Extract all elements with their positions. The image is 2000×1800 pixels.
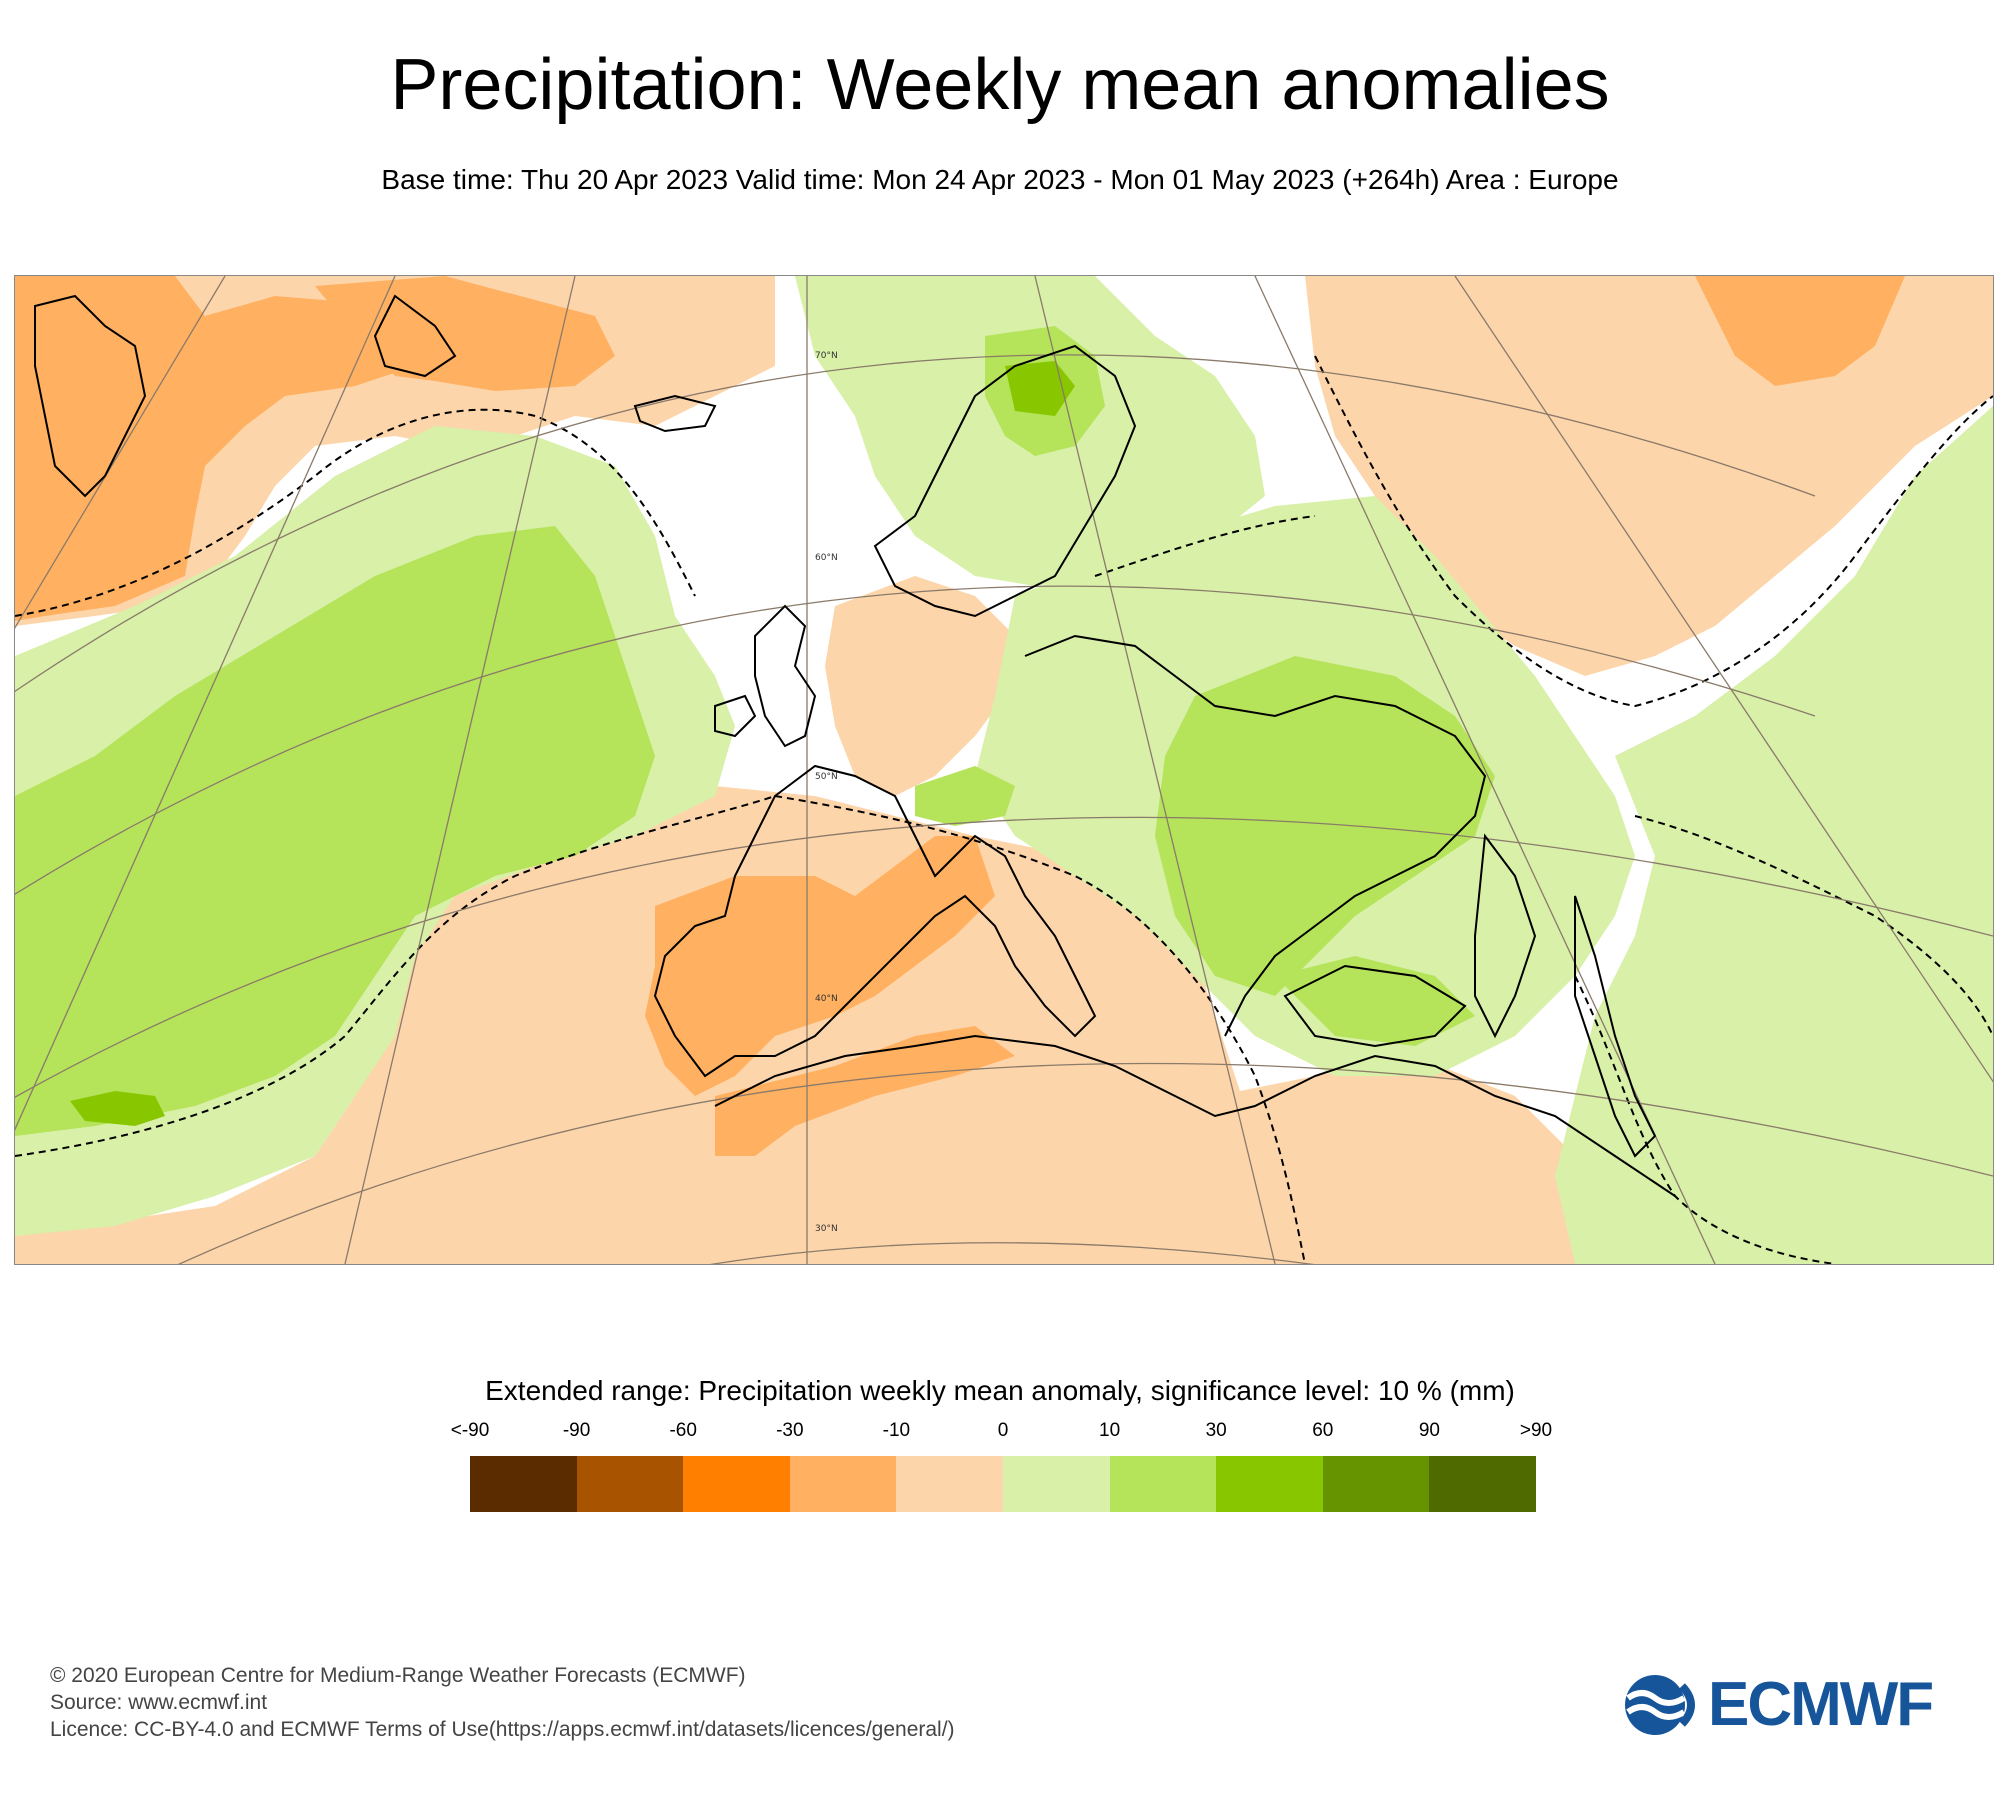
lat-label-70: 70°N	[815, 351, 838, 361]
lat-label-30: 30°N	[815, 1224, 838, 1234]
anomaly-region-atlantic-strong-wet	[15, 526, 655, 1136]
ecmwf-waves-icon	[1625, 1675, 1695, 1735]
legend-tick-label: -60	[669, 1420, 697, 1441]
footer: © 2020 European Centre for Medium-Range …	[50, 1662, 955, 1743]
legend-tick-label: -90	[562, 1420, 591, 1441]
coastlines	[34, 294, 1676, 1197]
anomaly-region-lapland-very-wet	[1005, 361, 1075, 416]
page-title: Precipitation: Weekly mean anomalies	[390, 45, 1610, 125]
anomaly-region-alps-wet	[915, 766, 1015, 826]
legend-ticks: <-90 -90 -60 -30 -10 0 10 30 60 90 >90	[0, 1420, 2000, 1444]
footer-source: Source: www.ecmwf.int	[50, 1691, 268, 1714]
legend-tick-label: 30	[1205, 1420, 1227, 1441]
legend-swatch	[576, 1456, 684, 1512]
ecmwf-logo-text: ECMWF	[1708, 1670, 1934, 1739]
legend-swatch	[1002, 1456, 1110, 1512]
legend-title: Extended range: Precipitation weekly mea…	[485, 1375, 1515, 1406]
legend-swatch	[896, 1456, 1003, 1512]
anomaly-region-azores-very-wet	[70, 1091, 165, 1126]
legend-tick-label: 60	[1312, 1420, 1334, 1441]
legend-tick-label: -10	[882, 1420, 911, 1441]
legend-tick-label: -30	[776, 1420, 804, 1441]
anomaly-region-north-africa-dry	[715, 1026, 1015, 1156]
legend-swatch	[683, 1456, 790, 1512]
anomaly-region-east-mediterranean-dry	[1215, 1056, 1595, 1264]
anomaly-region-black-sea-wet	[1275, 956, 1475, 1046]
graticule	[15, 276, 1993, 1264]
legend-swatch	[470, 1456, 577, 1512]
lat-label-50: 50°N	[815, 772, 838, 782]
anomaly-region-central-asia-wet	[1555, 406, 1993, 1264]
ecmwf-logo: ECMWF	[1622, 1672, 1958, 1738]
legend-tick-label: >90	[1519, 1420, 1553, 1441]
legend-swatch	[789, 1456, 897, 1512]
page-subtitle: Base time: Thu 20 Apr 2023 Valid time: M…	[381, 164, 1619, 195]
anomaly-region-greenland-dry	[15, 276, 435, 621]
footer-copyright: © 2020 European Centre for Medium-Range …	[50, 1664, 746, 1687]
legend-tick-label: 10	[1099, 1420, 1121, 1441]
lat-label-40: 40°N	[815, 994, 838, 1004]
anomaly-map: 70°N 60°N 50°N 40°N 30°N	[15, 276, 1993, 1264]
map-panel: 70°N 60°N 50°N 40°N 30°N	[14, 275, 1994, 1265]
legend-swatch	[1429, 1456, 1536, 1512]
legend-swatch	[1109, 1456, 1217, 1512]
anomaly-region-urals-dry	[1695, 276, 1905, 386]
legend-tick-label: 90	[1418, 1420, 1440, 1441]
legend-swatch	[1322, 1456, 1430, 1512]
footer-licence: Licence: CC-BY-4.0 and ECMWF Terms of Us…	[50, 1718, 955, 1741]
anomaly-region-ukraine-wet	[1155, 656, 1495, 996]
anomaly-region-iberia-dry	[645, 836, 995, 1096]
legend-colorbar	[470, 1456, 1536, 1512]
legend-tick-label: <-90	[450, 1420, 490, 1441]
lat-label-60: 60°N	[815, 553, 838, 563]
legend-tick-label: 0	[997, 1420, 1009, 1441]
anomaly-region-western-europe-dry	[825, 576, 1015, 796]
legend-swatch	[1216, 1456, 1323, 1512]
